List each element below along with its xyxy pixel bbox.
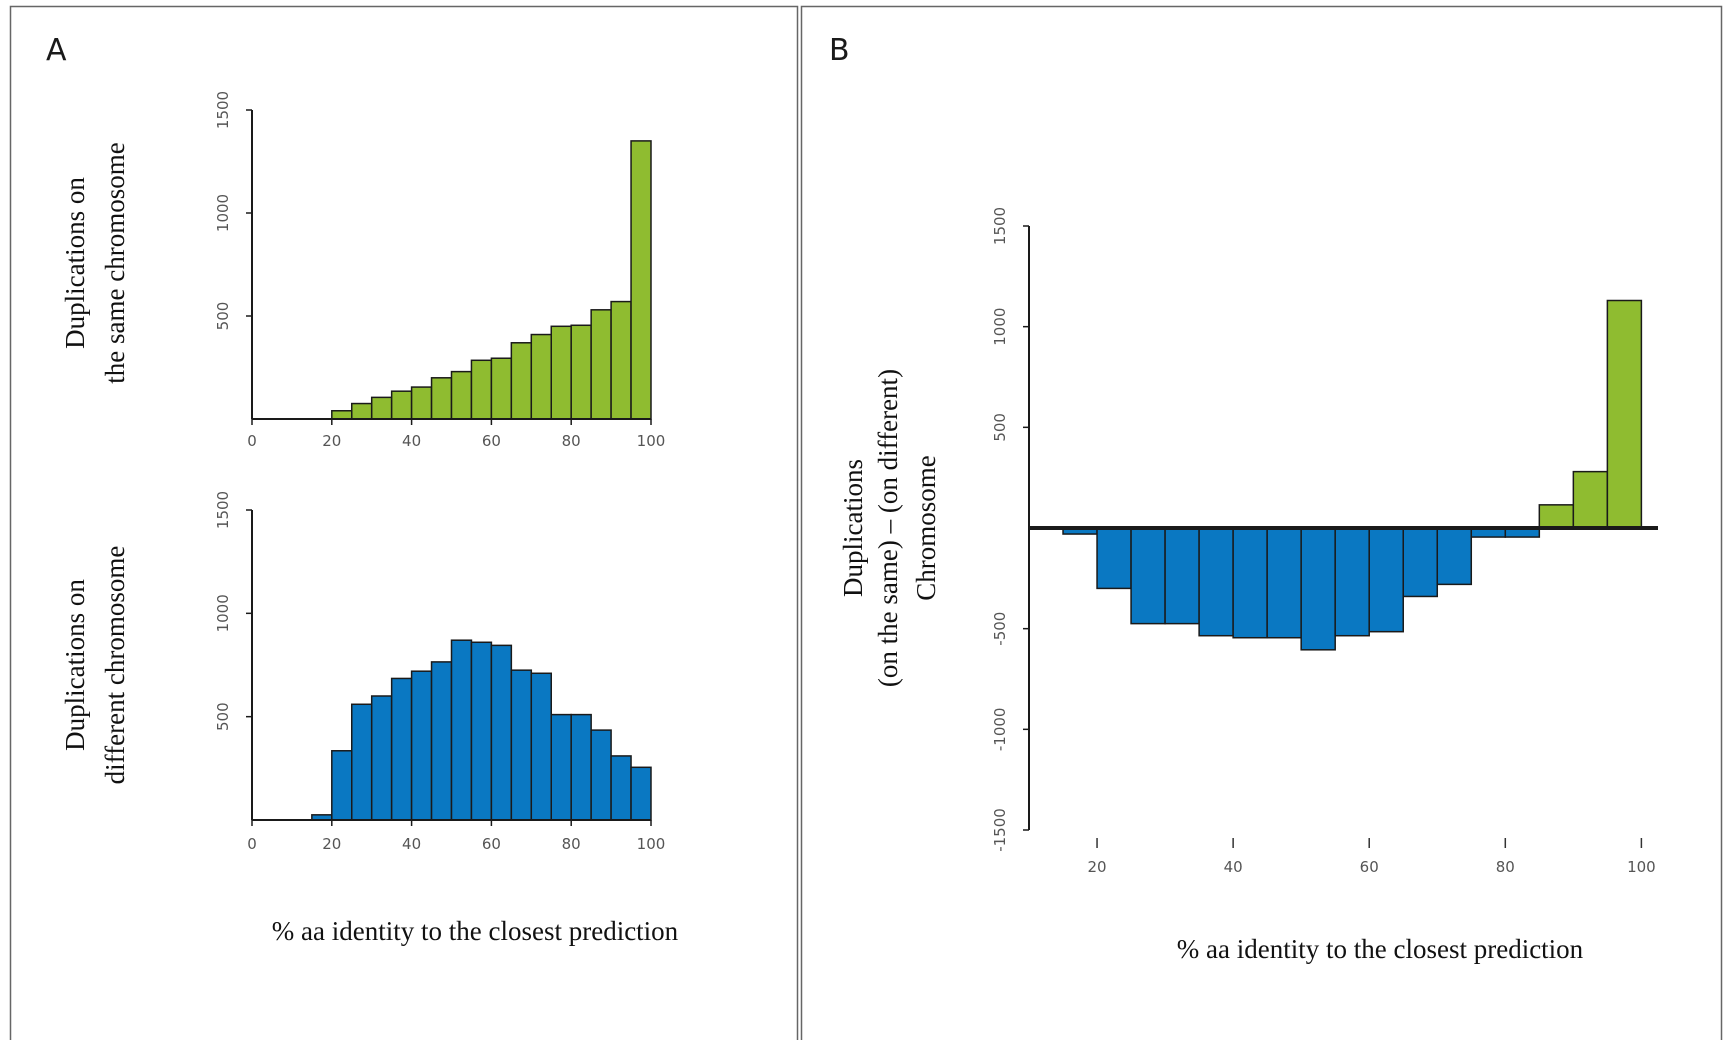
bar: [610, 755, 632, 821]
x-tick-label: 60: [1360, 858, 1379, 876]
bar: [570, 713, 592, 821]
x-tick-label: 80: [1496, 858, 1515, 876]
y-tick-label: 1500: [214, 91, 232, 129]
x-tick-label: 0: [247, 432, 257, 450]
bar: [410, 386, 433, 420]
bar: [1572, 470, 1609, 529]
bar: [1232, 527, 1268, 639]
bar: [1368, 527, 1404, 633]
bar: [490, 644, 513, 821]
y-tick-label: 500: [214, 702, 232, 731]
bar: [470, 359, 493, 420]
bar: [1402, 527, 1439, 598]
x-tick-label: 100: [637, 432, 666, 450]
bar: [331, 410, 353, 420]
bar: [530, 672, 552, 821]
x-tick-label: 20: [322, 835, 341, 853]
y-tick-label: 1000: [214, 594, 232, 632]
bar: [550, 325, 572, 420]
y-tick-label: 500: [214, 302, 232, 331]
x-tick-label: 0: [247, 835, 257, 853]
bar: [630, 766, 652, 821]
bar: [390, 677, 413, 821]
bar: [1436, 527, 1473, 586]
y-tick-label: 1500: [214, 491, 232, 529]
bar: [450, 370, 473, 420]
x-tick-label: 60: [482, 835, 501, 853]
bar: [370, 695, 393, 821]
bar: [1334, 527, 1370, 637]
panel-b-label: B: [829, 33, 850, 68]
bar: [570, 324, 592, 420]
bar: [390, 390, 413, 420]
y-tick-label: -500: [991, 612, 1009, 646]
bar: [1538, 504, 1575, 529]
chart-b: 20 40 60 80 100 -1500 -1000 -500 500 1000 1500 Dupl…: [838, 207, 1658, 876]
bar: [630, 140, 652, 420]
y-axis-title-line: Duplications on: [60, 177, 90, 349]
chart-b-xlabel: % aa identity to the closest prediction: [1177, 934, 1584, 964]
bar: [1266, 527, 1302, 639]
y-axis-title-line: Duplications on: [60, 579, 90, 751]
chart-a-bottom: 0 20 40 60 80 100 500 1000 1500 Duplications on di…: [60, 491, 665, 853]
x-tick-label: 60: [482, 432, 501, 450]
y-axis-title-line: Chromosome: [911, 455, 941, 601]
bar: [550, 713, 572, 821]
x-tick-label: 40: [1224, 858, 1243, 876]
bar: [530, 333, 552, 420]
y-axis-title-line: Duplications: [838, 459, 868, 597]
bar: [1130, 527, 1166, 625]
x-tick-label: 100: [1627, 858, 1656, 876]
bar: [510, 669, 533, 821]
bar: [430, 661, 453, 821]
bar: [331, 750, 353, 821]
x-tick-label: 80: [562, 835, 581, 853]
x-tick-label: 80: [562, 432, 581, 450]
bar: [430, 377, 453, 420]
y-tick-label: 1000: [214, 194, 232, 232]
bar: [351, 703, 373, 821]
y-axis-title-line: the same chromosome: [100, 142, 130, 383]
bar: [351, 402, 373, 420]
y-tick-label: 500: [991, 413, 1009, 442]
bar: [470, 641, 493, 821]
panel-a-frame: [9, 5, 799, 1040]
bar: [610, 300, 632, 420]
y-axis-title-line: different chromosome: [100, 546, 130, 785]
bar: [510, 342, 533, 420]
chart-a-top: 0 20 40 60 80 100 500 1000 1500 Duplications on th…: [60, 91, 665, 450]
x-tick-label: 40: [402, 835, 421, 853]
bar: [1606, 299, 1643, 529]
x-tick-label: 20: [322, 432, 341, 450]
bar: [590, 309, 612, 420]
bar: [1198, 527, 1234, 637]
bar: [590, 729, 612, 821]
x-tick-label: 40: [402, 432, 421, 450]
y-tick-label: 1500: [991, 207, 1009, 245]
bar: [370, 396, 393, 420]
y-tick-label: -1500: [991, 808, 1009, 852]
panel-a-label: A: [46, 33, 67, 68]
y-axis-title-line: (on the same) – (on different): [873, 369, 903, 687]
bar: [490, 357, 513, 420]
bar: [1096, 527, 1132, 590]
bar: [410, 670, 433, 821]
bar: [1164, 527, 1200, 625]
x-tick-label: 20: [1087, 858, 1106, 876]
chart-a-xlabel: % aa identity to the closest prediction: [272, 916, 679, 946]
bar: [450, 639, 473, 821]
x-tick-label: 100: [637, 835, 666, 853]
y-tick-label: -1000: [991, 708, 1009, 752]
bar: [1300, 527, 1336, 651]
y-tick-label: 1000: [991, 308, 1009, 346]
panel-b-frame: [800, 5, 1723, 1040]
